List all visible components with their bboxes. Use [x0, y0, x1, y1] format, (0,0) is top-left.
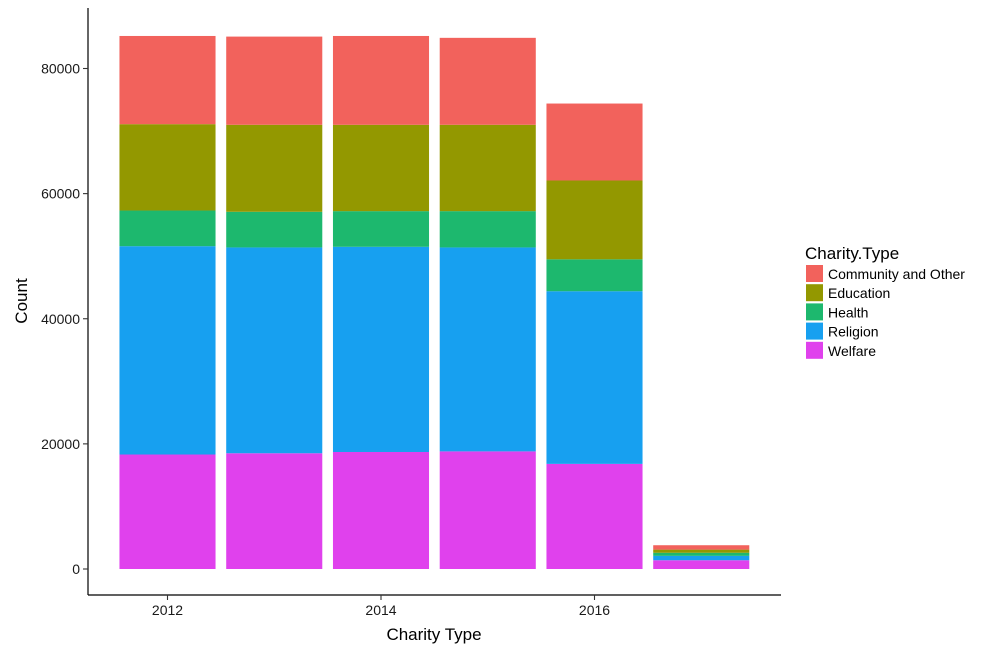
y-tick-label: 0	[72, 561, 80, 577]
y-ticks: 0 20000 40000 60000 80000	[41, 61, 88, 577]
legend-swatch-community-and-other	[806, 265, 823, 282]
bar-2012-welfare	[119, 454, 216, 569]
legend-label-religion: Religion	[828, 324, 879, 340]
legend-label-health: Health	[828, 304, 868, 320]
bar-2017-education	[653, 549, 750, 553]
bar-2015-welfare	[439, 451, 536, 569]
bar-2012-community-and-other	[119, 35, 216, 125]
legend-swatch-welfare	[806, 341, 823, 359]
bar-2015-education	[439, 124, 536, 212]
bar-2013-education	[226, 124, 323, 212]
x-tick-label: 2014	[365, 602, 396, 618]
legend-swatch-health	[806, 303, 823, 321]
bar-2015-religion	[439, 247, 536, 452]
bar-2017-health	[653, 552, 750, 556]
y-tick-label: 60000	[41, 186, 80, 202]
bar-2014-education	[332, 124, 430, 212]
bar-2014-community-and-other	[332, 35, 430, 125]
x-tick-label: 2012	[152, 602, 183, 618]
bar-2016-health	[546, 259, 643, 292]
bar-2015-health	[439, 211, 536, 248]
bar-2012-religion	[119, 246, 216, 455]
legend-swatch-education	[806, 284, 823, 302]
y-tick-label: 40000	[41, 311, 80, 327]
bar-2016-religion	[546, 291, 643, 464]
bar-2014-welfare	[332, 452, 430, 569]
bar-2017-community-and-other	[653, 545, 750, 550]
bar-2016-education	[546, 180, 643, 260]
x-ticks: 2012 2014 2016	[152, 595, 610, 618]
bar-2013-health	[226, 211, 323, 248]
legend-title: Charity.Type	[805, 244, 899, 263]
y-tick-label: 20000	[41, 436, 80, 452]
bar-2013-community-and-other	[226, 36, 323, 125]
legend: Charity.Type Community and Other Educatio…	[805, 244, 965, 359]
bar-2013-welfare	[226, 453, 323, 569]
x-tick-label: 2016	[579, 602, 610, 618]
bar-2015-community-and-other	[439, 37, 536, 125]
legend-swatch-religion	[806, 322, 823, 340]
axes-layer	[87, 8, 781, 596]
bar-2013-religion	[226, 247, 323, 454]
bar-2016-welfare	[546, 463, 643, 569]
legend-label-welfare: Welfare	[828, 343, 876, 359]
legend-label-education: Education	[828, 285, 890, 301]
bar-2014-health	[332, 211, 430, 247]
bar-2012-education	[119, 124, 216, 211]
bar-2012-health	[119, 210, 216, 247]
x-axis-title: Charity Type	[386, 625, 481, 644]
y-tick-label: 80000	[41, 61, 80, 77]
bar-2016-community-and-other	[546, 103, 643, 181]
legend-label-community-and-other: Community and Other	[828, 266, 965, 282]
bar-2017-religion	[653, 555, 750, 561]
bars-layer	[119, 35, 750, 569]
y-axis-title: Count	[12, 278, 31, 324]
bar-2014-religion	[332, 246, 430, 452]
bar-2017-welfare	[653, 560, 750, 569]
